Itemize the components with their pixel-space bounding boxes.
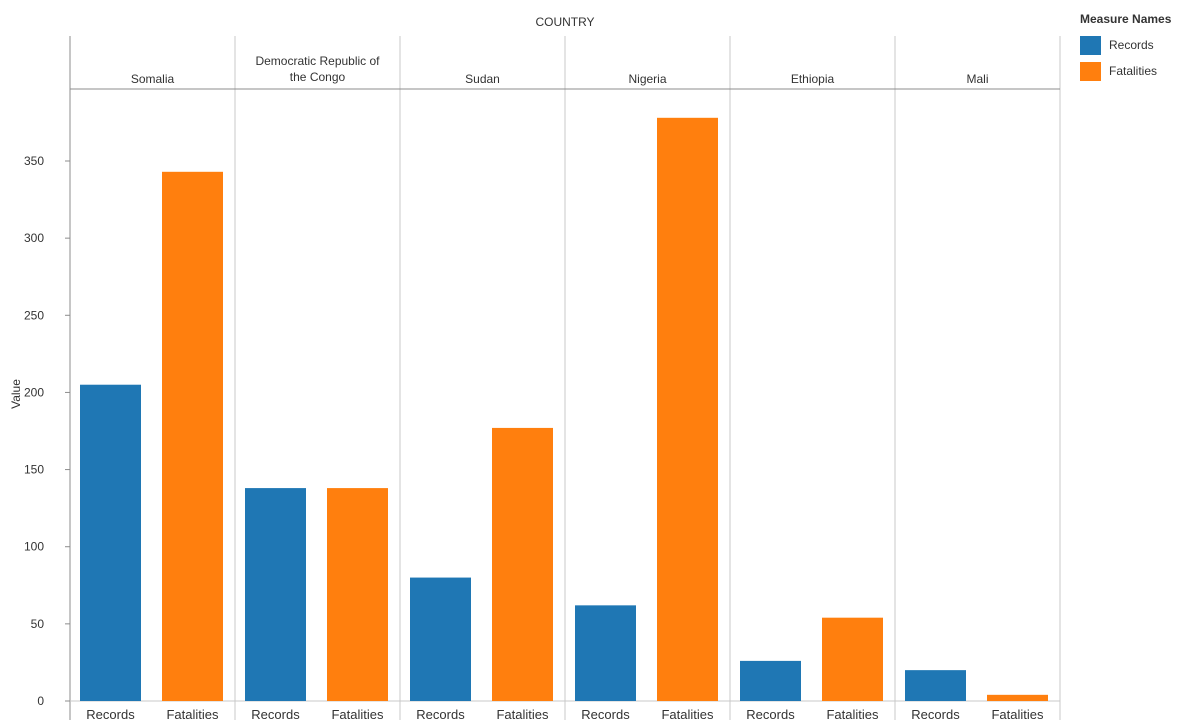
x-tick-label: Fatalities — [331, 707, 384, 722]
x-tick-label: Records — [581, 707, 630, 722]
x-tick-label: Fatalities — [991, 707, 1044, 722]
y-tick-label: 50 — [31, 617, 45, 631]
bar-fatalities-4 — [822, 617, 883, 701]
bar-fatalities-3 — [657, 117, 718, 702]
bar-records-0 — [80, 384, 141, 701]
bar-records-1 — [245, 488, 306, 701]
bar-records-4 — [740, 660, 801, 701]
legend-label-records: Records — [1109, 38, 1154, 52]
bar-fatalities-0 — [162, 171, 223, 702]
legend-item-fatalities[interactable]: Fatalities — [1080, 58, 1171, 84]
legend: Measure Names Records Fatalities — [1080, 12, 1171, 84]
bar-fatalities-1 — [327, 488, 388, 701]
y-tick-label: 0 — [37, 694, 44, 708]
bar-fatalities-5 — [987, 694, 1048, 701]
x-tick-label: Records — [416, 707, 465, 722]
country-label-5: Mali — [966, 72, 988, 86]
x-tick-label: Fatalities — [166, 707, 219, 722]
x-tick-label: Fatalities — [661, 707, 714, 722]
x-tick-label: Records — [86, 707, 135, 722]
y-tick-label: 300 — [24, 231, 44, 245]
y-tick-label: 200 — [24, 385, 44, 399]
bar-records-2 — [410, 577, 471, 701]
x-tick-label: Fatalities — [826, 707, 879, 722]
country-label-0: Somalia — [131, 72, 175, 86]
country-label-1-line-1: the Congo — [290, 70, 346, 84]
y-axis-title: Value — [9, 379, 23, 409]
bar-records-3 — [575, 605, 636, 701]
x-tick-label: Fatalities — [496, 707, 549, 722]
legend-item-records[interactable]: Records — [1080, 32, 1171, 58]
x-tick-label: Records — [251, 707, 300, 722]
legend-title: Measure Names — [1080, 12, 1172, 26]
x-tick-label: Records — [746, 707, 795, 722]
x-tick-label: Records — [911, 707, 960, 722]
bar-records-5 — [905, 670, 966, 701]
y-tick-label: 100 — [24, 540, 44, 554]
country-label-3: Nigeria — [628, 72, 666, 86]
bar-fatalities-2 — [492, 427, 553, 701]
y-tick-label: 350 — [24, 154, 44, 168]
country-label-1-line-0: Democratic Republic of — [255, 54, 380, 68]
legend-label-fatalities: Fatalities — [1109, 64, 1158, 78]
legend-swatch-fatalities — [1080, 61, 1101, 81]
country-label-2: Sudan — [465, 72, 500, 86]
y-tick-label: 150 — [24, 463, 44, 477]
facet-header-title: COUNTRY — [535, 15, 594, 29]
y-tick-label: 250 — [24, 308, 44, 322]
legend-swatch-records — [1080, 35, 1101, 55]
country-label-4: Ethiopia — [791, 72, 835, 86]
